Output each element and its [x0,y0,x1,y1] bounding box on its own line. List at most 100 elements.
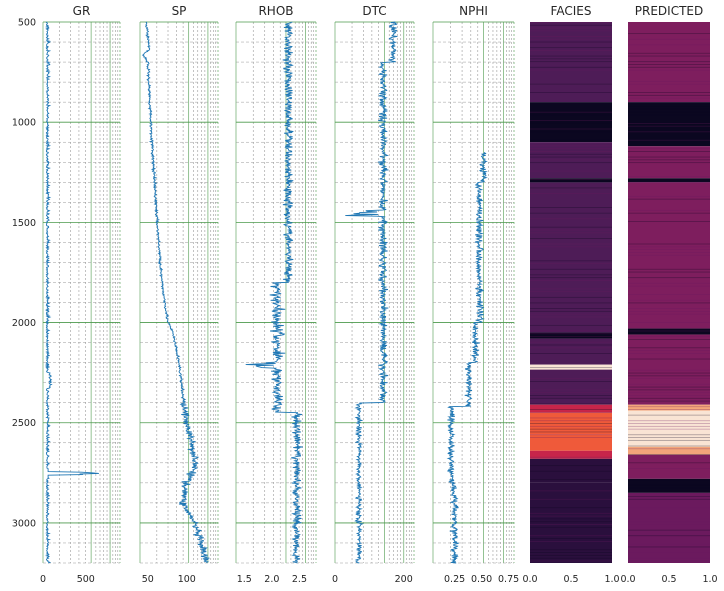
facies-streak [530,154,612,155]
facies-streak [530,162,612,163]
facies-streak [530,42,612,43]
facies-streak [628,98,710,99]
facies-band [530,405,612,413]
x-tick-label: 2.5 [292,574,307,585]
facies-band [530,102,612,142]
facies-streak [530,47,612,48]
facies-streak [530,182,612,183]
facies-streak [628,283,710,284]
facies-streak [530,429,612,430]
facies-streak [530,22,612,23]
facies-streak [628,53,710,54]
facies-streak [530,280,612,281]
facies-streak [530,527,612,528]
x-tick-label: 1.5 [237,574,252,585]
facies-streak [530,36,612,37]
facies-streak [628,347,710,348]
facies-streak [628,244,710,245]
facies-streak [628,61,710,62]
x-tick-label: 1.0 [702,574,717,585]
facies-streak [628,415,710,416]
facies-streak [530,541,612,542]
facies-streak [628,162,710,163]
facies-streak [628,277,710,278]
x-tick-label: 0 [332,574,338,585]
facies-streak [530,378,612,379]
facies-streak [530,143,612,144]
facies-streak [628,519,710,520]
facies-streak [530,238,612,239]
facies-streak [628,544,710,545]
facies-streak [530,507,612,508]
facies-streak [530,465,612,466]
panel-title: NPHI [459,4,488,18]
facies-streak [530,333,612,334]
depth-tick-label: 2000 [12,318,36,329]
facies-streak [628,448,710,449]
depth-tick-label: 1000 [12,118,36,129]
facies-streak [628,252,710,253]
x-tick-label: 0.75 [498,574,519,585]
facies-streak [628,561,710,562]
facies-streak [530,207,612,208]
facies-streak [628,454,710,455]
facies-streak [628,350,710,351]
facies-streak [530,412,612,413]
x-tick-label: 1.0 [604,574,619,585]
facies-streak [628,126,710,127]
facies-streak [628,106,710,107]
x-tick-label: 2.0 [264,574,279,585]
facies-streak [628,199,710,200]
facies-streak [530,418,612,419]
facies-streak [628,39,710,40]
facies-streak [530,145,612,146]
facies-streak [628,64,710,65]
facies-streak [530,30,612,31]
panel-facies: FACIES0.0 0.5 1.0 [522,4,619,585]
facies-streak [628,395,710,396]
facies-streak [530,434,612,435]
facies-streak [530,291,612,292]
x-tick-label: 0.50 [471,574,492,585]
facies-band [628,411,710,447]
facies-streak [628,530,710,531]
facies-streak [628,420,710,421]
facies-streak [628,375,710,376]
facies-streak [628,182,710,183]
facies-streak [530,513,612,514]
facies-band [530,22,612,102]
facies-streak [628,373,710,374]
facies-streak [530,409,612,410]
facies-streak [530,58,612,59]
facies-streak [628,67,710,68]
facies-streak [530,297,612,298]
depth-tick-label: 3000 [12,518,36,529]
facies-band [628,22,710,102]
panel-sp: SP50 100 [140,4,218,585]
x-tick-label: 0.0 [620,574,635,585]
facies-band [530,370,612,405]
facies-streak [628,300,710,301]
facies-streak [628,401,710,402]
facies-streak [628,339,710,340]
facies-streak [530,148,612,149]
facies-streak [530,479,612,480]
facies-streak [628,44,710,45]
facies-streak [628,176,710,177]
facies-streak [530,28,612,29]
facies-streak [628,507,710,508]
facies-band [628,329,710,335]
facies-streak [530,260,612,261]
facies-streak [530,56,612,57]
depth-tick-label: 1500 [12,218,36,229]
facies-streak [628,462,710,463]
facies-streak [628,547,710,548]
facies-streak [628,384,710,385]
facies-streak [530,61,612,62]
facies-streak [628,322,710,323]
x-tick-label: 0 [40,574,46,585]
panel-title: SP [172,4,187,18]
facies-streak [530,552,612,553]
facies-streak [530,381,612,382]
